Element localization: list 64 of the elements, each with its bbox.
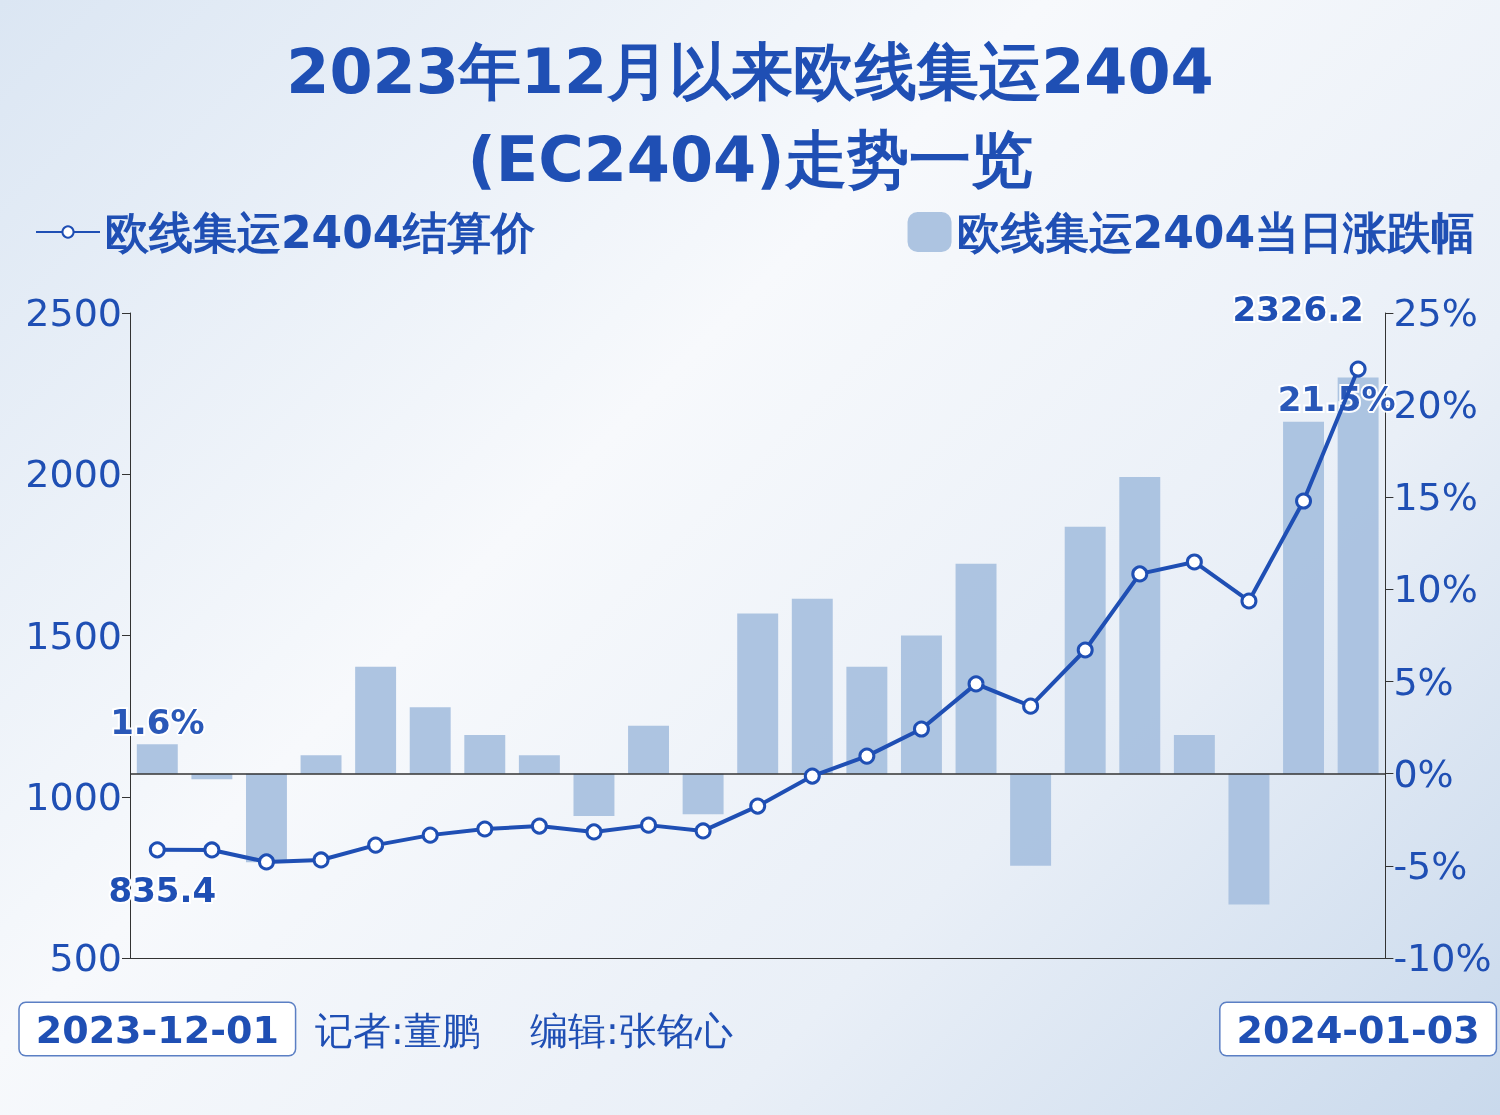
point: [967, 675, 985, 693]
point: [640, 816, 658, 834]
y-tick-label: 1500: [25, 613, 122, 658]
bar: [628, 725, 669, 774]
bar: [955, 563, 997, 774]
y2-tick-label: 15%: [1393, 475, 1478, 520]
bar: [737, 613, 779, 774]
chart-title: 2023年12月以来欧线集运2404 (EC2404)走势一览: [286, 34, 1214, 196]
x-tick-label: 2024-01-03: [1236, 1008, 1480, 1052]
bar: [573, 773, 615, 817]
text: 编辑:张铭心: [530, 1009, 733, 1053]
point: [1240, 592, 1258, 610]
y2-tick-label: 5%: [1393, 659, 1454, 704]
bar: [409, 707, 451, 774]
point: [367, 836, 385, 854]
y-tick-label: 2500: [25, 291, 122, 335]
y2-tick-label: 10%: [1393, 567, 1478, 612]
x-tick-label: 2023-12-01: [35, 1008, 279, 1052]
y2-tick-label: -10%: [1393, 936, 1492, 980]
legend-label: 欧线集运2404当日涨跌幅: [956, 206, 1476, 258]
y-tick-label: 2000: [25, 452, 122, 497]
y2-tick-label: 0%: [1393, 751, 1454, 796]
bar: [1173, 735, 1215, 774]
point: [585, 823, 603, 841]
point: [257, 853, 275, 871]
bar: [900, 635, 942, 774]
point: [1022, 697, 1040, 715]
y2-tick-label: 25%: [1393, 291, 1478, 335]
text: 记者:董鹏: [315, 1009, 480, 1053]
bar: [1283, 421, 1324, 774]
point: [148, 841, 166, 859]
point: [530, 817, 548, 835]
bar: [464, 735, 506, 774]
y-tick-label: 500: [49, 936, 122, 980]
bar: [791, 598, 833, 774]
bar: [1119, 477, 1161, 774]
point: [858, 747, 876, 765]
point: [1076, 641, 1094, 659]
bar: [518, 755, 560, 774]
bar: [1064, 526, 1106, 774]
point: [1295, 492, 1313, 510]
point: [203, 841, 221, 859]
bar: [300, 755, 342, 774]
bar: [1228, 773, 1270, 905]
bar: [245, 773, 287, 863]
y2-tick-label: -5%: [1393, 843, 1468, 888]
point: [803, 767, 821, 785]
point: [421, 826, 439, 844]
point: [476, 820, 494, 838]
point: [694, 822, 712, 840]
data-label: 2326.2: [1232, 288, 1364, 329]
bar: [1010, 773, 1052, 866]
bar: [136, 744, 178, 774]
legend-label: 欧线集运2404结算价: [105, 206, 537, 258]
point: [312, 851, 330, 869]
bar: [846, 666, 888, 774]
point: [1131, 565, 1149, 583]
y-tick-label: 1000: [25, 774, 122, 819]
point: [749, 797, 767, 815]
bar: [355, 666, 397, 774]
point: [912, 720, 930, 738]
bar: [682, 773, 724, 815]
point: [1185, 553, 1203, 571]
point: [1349, 360, 1367, 378]
